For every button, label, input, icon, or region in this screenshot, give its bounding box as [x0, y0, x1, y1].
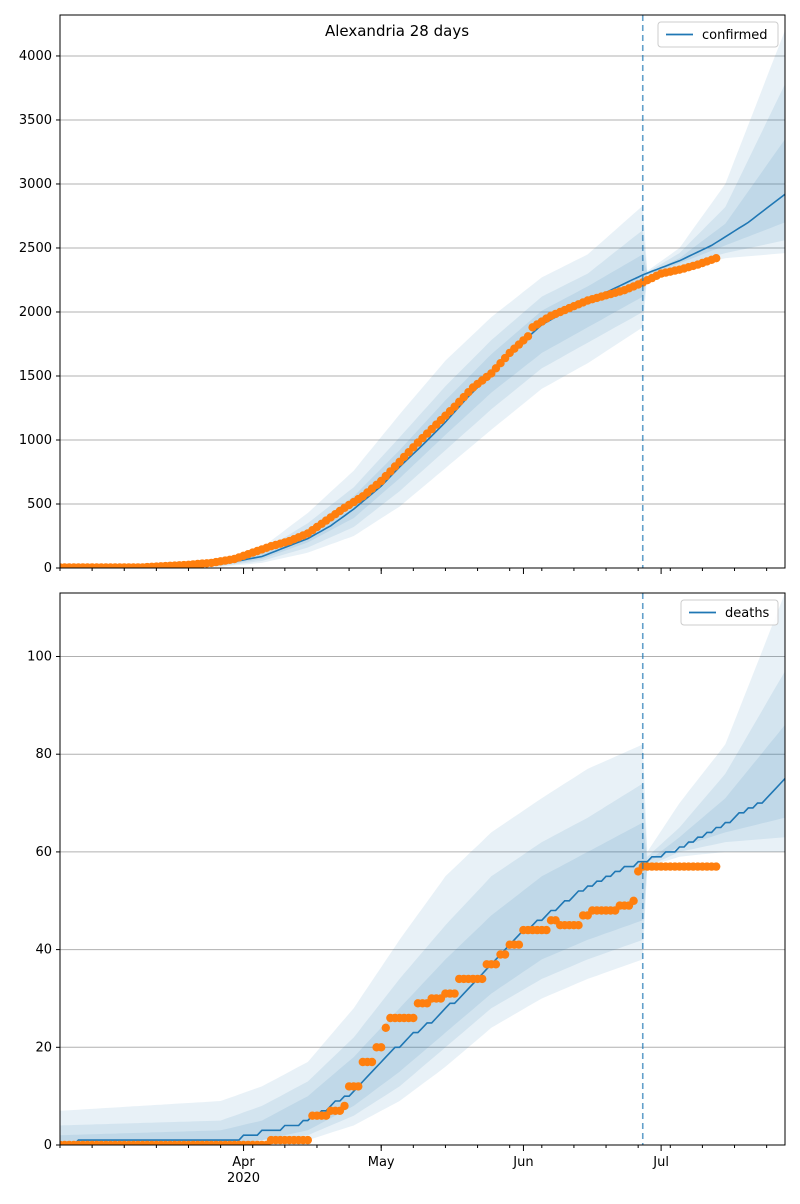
y-tick-label: 4000 [19, 49, 52, 64]
y-tick-label: 0 [44, 561, 52, 576]
y-tick-label: 500 [27, 497, 52, 512]
plot-area [60, 30, 785, 568]
observed-point [629, 896, 638, 905]
figure-title: Alexandria 28 days [325, 22, 469, 40]
legend-label: confirmed [702, 28, 768, 43]
observed-point [354, 1082, 363, 1091]
observed-point [303, 1135, 312, 1145]
observed-point [514, 940, 524, 949]
observed-point [450, 989, 459, 998]
y-tick-label: 3500 [19, 113, 52, 128]
y-tick-label: 1000 [19, 433, 52, 448]
observed-point [574, 921, 583, 930]
confirmed-panel: 0 500 1000 1500 2000 2500 3000 3500 4000 confirme… [19, 14, 786, 576]
observed-point [478, 974, 487, 984]
legend-label: deaths [725, 606, 770, 621]
x-tick-label-year: 2020 [227, 1171, 260, 1186]
y-tick-label: 40 [35, 943, 52, 958]
observed-point [712, 862, 721, 871]
x-tick-label: Jun [512, 1155, 533, 1170]
x-tick-label: Jul [652, 1155, 669, 1170]
x-tick-label: Apr [232, 1155, 255, 1170]
observed-point [491, 960, 501, 969]
observed-point [367, 1057, 377, 1067]
y-tick-label: 100 [27, 650, 52, 665]
y-tick-label: 80 [35, 747, 52, 762]
observed-point [377, 1043, 386, 1052]
observed-point [409, 1013, 418, 1023]
plot-area [60, 593, 785, 1145]
x-tick-label: May [368, 1155, 395, 1170]
legend-box [680, 599, 779, 626]
legend-box [657, 21, 779, 48]
observed-point [542, 925, 551, 935]
y-tick-label: 60 [35, 845, 52, 860]
observed-point [712, 254, 721, 263]
uncertainty-band-2 [60, 671, 785, 1145]
axes-frame [59, 14, 786, 569]
y-tick-label: 1500 [19, 369, 52, 384]
observed-point [523, 332, 533, 341]
axes-frame [59, 592, 786, 1146]
observed-point [500, 950, 510, 959]
y-tick-label: 2500 [19, 241, 52, 256]
y-tick-label: 2000 [19, 305, 52, 320]
uncertainty-band-1 [60, 30, 785, 568]
y-tick-label: 3000 [19, 177, 52, 192]
observed-point [381, 1023, 390, 1032]
observed-point [340, 1101, 349, 1111]
y-tick-label: 0 [44, 1138, 52, 1153]
y-tick-label: 20 [35, 1040, 52, 1055]
series-line-deaths [60, 778, 785, 1145]
